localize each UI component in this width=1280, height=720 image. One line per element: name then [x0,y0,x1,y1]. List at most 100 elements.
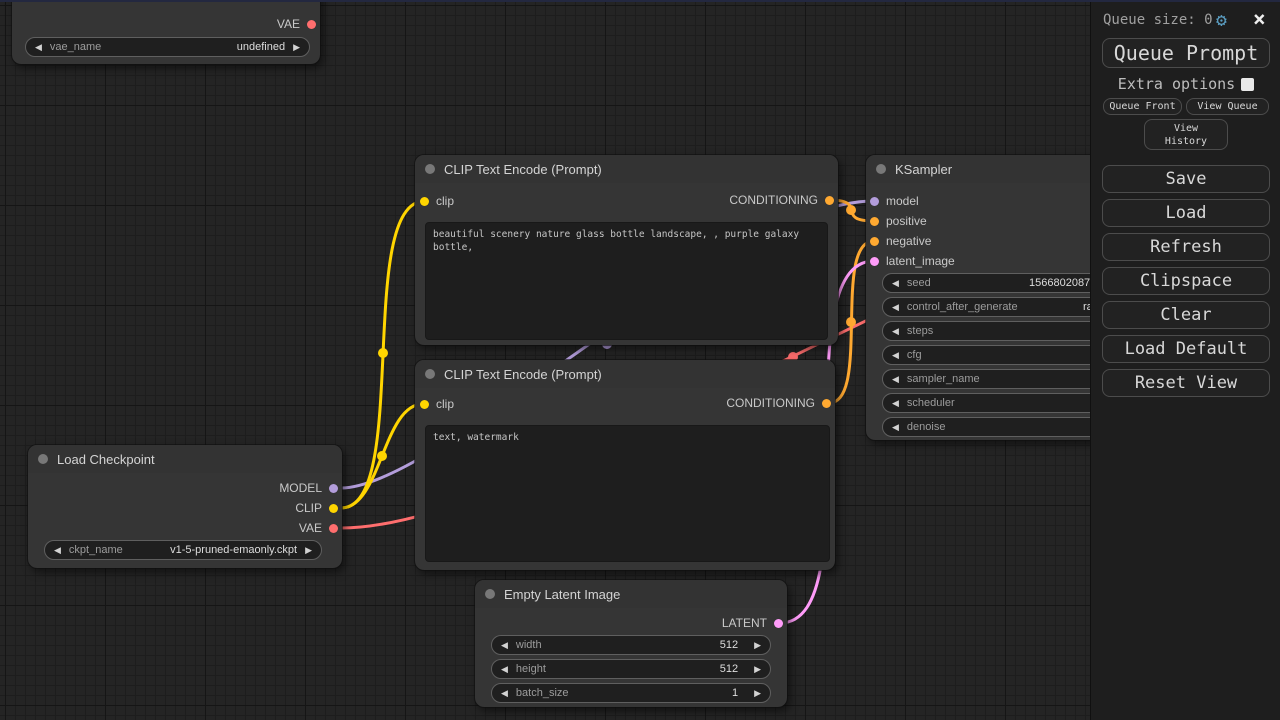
stepper-left-icon[interactable]: ◀ [892,277,899,288]
collapse-dot-icon[interactable] [485,589,495,599]
model-port-dot[interactable] [870,196,879,206]
node-title-bar[interactable]: CLIP Text Encode (Prompt) [415,360,835,388]
widget-name: vae_name [49,41,102,53]
port-output-model[interactable]: MODEL [279,480,338,496]
port-output-vae[interactable]: VAE [299,520,338,536]
queue-size-label: Queue size: 0 [1103,12,1213,28]
view-history-button[interactable]: View History [1144,119,1228,150]
widget-cfg[interactable]: ◀ cfg [882,345,1090,365]
collapse-dot-icon[interactable] [876,164,886,174]
refresh-button[interactable]: Refresh [1102,233,1270,261]
port-input-positive[interactable]: positive [870,213,927,229]
stepper-left-icon[interactable]: ◀ [892,421,899,432]
node-clip-text-encode-positive[interactable]: CLIP Text Encode (Prompt) clip CONDITION… [414,154,839,346]
conditioning-port-dot[interactable] [870,236,879,246]
port-label: clip [436,397,455,411]
collapse-dot-icon[interactable] [425,369,435,379]
port-output-vae[interactable]: VAE [277,16,316,32]
stepper-right-icon[interactable]: ▶ [754,639,761,650]
stepper-left-icon[interactable]: ◀ [892,301,899,312]
stepper-left-icon[interactable]: ◀ [501,663,508,674]
stepper-left-icon[interactable]: ◀ [35,41,42,52]
queue-front-button[interactable]: Queue Front [1103,98,1182,115]
node-ksampler[interactable]: KSampler model positive negative latent_… [865,154,1090,441]
clipspace-button[interactable]: Clipspace [1102,267,1270,295]
latent-port-dot[interactable] [774,618,783,628]
vae-port-dot[interactable] [307,19,316,29]
extra-options-checkbox[interactable] [1241,77,1255,91]
queue-prompt-button[interactable]: Queue Prompt [1102,38,1270,68]
conditioning-port-dot[interactable] [870,216,879,226]
view-queue-button[interactable]: View Queue [1186,98,1269,115]
widget-seed[interactable]: ◀ seed 1566802087 [882,273,1090,293]
reset-view-button[interactable]: Reset View [1102,369,1270,397]
widget-steps[interactable]: ◀ steps [882,321,1090,341]
port-label: LATENT [721,616,767,630]
clip-port-dot[interactable] [420,196,429,206]
save-button[interactable]: Save [1102,165,1270,193]
stepper-right-icon[interactable]: ▶ [305,544,312,555]
port-input-clip[interactable]: clip [420,396,454,412]
port-input-clip[interactable]: clip [420,193,454,209]
load-default-button[interactable]: Load Default [1102,335,1270,363]
widget-control-after-generate[interactable]: ◀ control_after_generate randomize [882,297,1090,317]
node-title-bar[interactable]: Empty Latent Image [475,580,787,608]
node-clip-text-encode-negative[interactable]: CLIP Text Encode (Prompt) clip CONDITION… [414,359,836,571]
node-title-bar[interactable]: Load Checkpoint [28,445,342,473]
stepper-left-icon[interactable]: ◀ [501,687,508,698]
load-button[interactable]: Load [1102,199,1270,227]
latent-port-dot[interactable] [870,256,879,266]
node-empty-latent-image[interactable]: Empty Latent Image LATENT ◀ width 512 ▶ … [474,579,788,708]
widget-name: sampler_name [906,373,980,385]
clear-button[interactable]: Clear [1102,301,1270,329]
node-title: CLIP Text Encode (Prompt) [444,366,602,382]
stepper-left-icon[interactable]: ◀ [892,397,899,408]
stepper-left-icon[interactable]: ◀ [892,325,899,336]
clip-port-dot[interactable] [420,399,429,409]
port-label: CLIP [295,501,322,515]
stepper-left-icon[interactable]: ◀ [892,349,899,360]
widget-value: v1-5-pruned-emaonly.ckpt [170,544,298,556]
stepper-right-icon[interactable]: ▶ [754,663,761,674]
port-output-conditioning[interactable]: CONDITIONING [726,395,831,411]
widget-value: 512 [719,639,739,651]
port-output-latent[interactable]: LATENT [722,615,783,631]
link-dot-clip-positive [378,348,388,358]
widget-vae-name[interactable]: ◀ vae_name undefined ▶ [25,37,310,57]
stepper-left-icon[interactable]: ◀ [892,373,899,384]
node-load-checkpoint[interactable]: Load Checkpoint MODEL CLIP VAE ◀ ckpt_na… [27,444,343,569]
clip-port-dot[interactable] [329,503,338,513]
stepper-left-icon[interactable]: ◀ [54,544,61,555]
node-title-bar[interactable]: KSampler [866,155,1090,183]
port-input-negative[interactable]: negative [870,233,931,249]
close-icon[interactable]: × [1253,7,1266,31]
settings-gear-icon[interactable]: ⚙ [1216,10,1227,31]
node-title-bar[interactable]: CLIP Text Encode (Prompt) [415,155,838,183]
port-label: MODEL [279,481,322,495]
node-vae-loader[interactable]: VAE ◀ vae_name undefined ▶ [11,0,321,65]
model-port-dot[interactable] [329,483,338,493]
node-title: KSampler [895,161,953,177]
port-input-model[interactable]: model [870,193,919,209]
collapse-dot-icon[interactable] [38,454,48,464]
conditioning-port-dot[interactable] [822,398,831,408]
widget-sampler-name[interactable]: ◀ sampler_name [882,369,1090,389]
port-output-conditioning[interactable]: CONDITIONING [729,192,834,208]
vae-port-dot[interactable] [329,523,338,533]
node-graph-canvas[interactable]: VAE ◀ vae_name undefined ▶ CLIP Text Enc… [0,0,1090,720]
stepper-right-icon[interactable]: ▶ [754,687,761,698]
positive-prompt-textarea[interactable]: beautiful scenery nature glass bottle la… [425,222,828,340]
widget-ckpt-name[interactable]: ◀ ckpt_name v1-5-pruned-emaonly.ckpt ▶ [44,540,322,560]
stepper-right-icon[interactable]: ▶ [293,41,300,52]
negative-prompt-textarea[interactable]: text, watermark [425,425,830,562]
conditioning-port-dot[interactable] [825,195,834,205]
widget-height[interactable]: ◀ height 512 ▶ [491,659,771,679]
stepper-left-icon[interactable]: ◀ [501,639,508,650]
port-output-clip[interactable]: CLIP [295,500,338,516]
collapse-dot-icon[interactable] [425,164,435,174]
widget-batch-size[interactable]: ◀ batch_size 1 ▶ [491,683,771,703]
widget-width[interactable]: ◀ width 512 ▶ [491,635,771,655]
port-input-latent-image[interactable]: latent_image [870,253,955,269]
widget-denoise[interactable]: ◀ denoise [882,417,1090,437]
widget-scheduler[interactable]: ◀ scheduler [882,393,1090,413]
